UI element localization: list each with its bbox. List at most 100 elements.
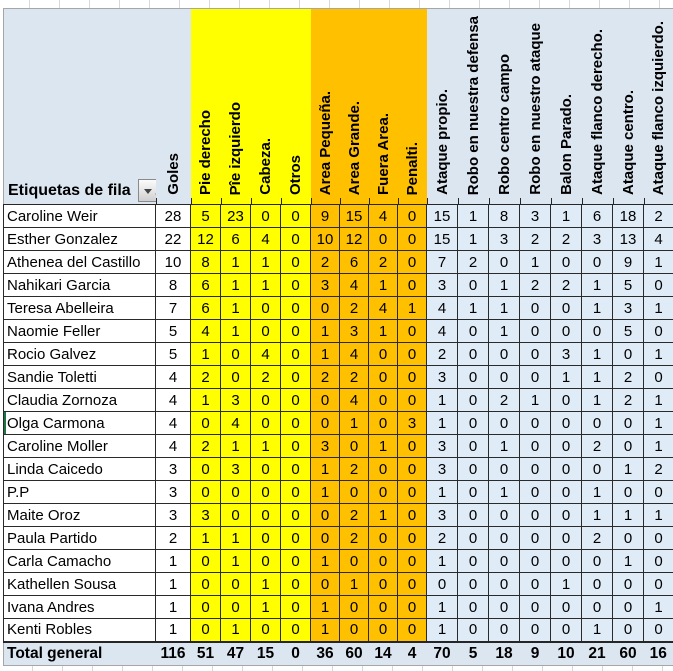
data-cell[interactable]: 1: [581, 480, 613, 504]
data-cell[interactable]: 0: [643, 549, 673, 573]
column-header-fuera-area[interactable]: Fuera Area.: [368, 8, 398, 205]
row-label[interactable]: Esther Gonzalez: [3, 227, 156, 251]
data-cell[interactable]: 2: [612, 388, 644, 412]
data-cell[interactable]: 3: [155, 457, 191, 481]
data-cell[interactable]: 0: [368, 388, 398, 412]
data-cell[interactable]: 0: [339, 480, 369, 504]
column-header-penalti[interactable]: Penalti.: [397, 8, 427, 205]
data-cell[interactable]: 1: [457, 204, 489, 228]
column-header-area-pequena[interactable]: Area Pequeña.: [310, 8, 340, 205]
data-cell[interactable]: 1: [643, 595, 673, 619]
data-cell[interactable]: 0: [280, 296, 311, 320]
data-cell[interactable]: 0: [550, 595, 582, 619]
data-cell[interactable]: 0: [612, 480, 644, 504]
data-cell[interactable]: 1: [220, 250, 251, 274]
data-cell[interactable]: 3: [310, 434, 340, 458]
column-header-pie-derecho[interactable]: Pie derecho: [190, 8, 221, 205]
row-label[interactable]: Caroline Weir: [3, 204, 156, 228]
total-cell[interactable]: 116: [155, 640, 191, 666]
column-header-goles[interactable]: Goles: [155, 8, 191, 205]
data-cell[interactable]: 2: [250, 365, 281, 389]
data-cell[interactable]: 15: [426, 227, 458, 251]
sort-filter-button[interactable]: ↓: [137, 179, 156, 202]
data-cell[interactable]: 0: [190, 411, 221, 435]
data-cell[interactable]: 0: [581, 549, 613, 573]
data-cell[interactable]: 1: [250, 595, 281, 619]
data-cell[interactable]: 0: [550, 250, 582, 274]
data-cell[interactable]: 0: [550, 457, 582, 481]
data-cell[interactable]: 4: [426, 319, 458, 343]
data-cell[interactable]: 2: [426, 342, 458, 366]
data-cell[interactable]: 0: [190, 457, 221, 481]
data-cell[interactable]: 15: [426, 204, 458, 228]
data-cell[interactable]: 0: [190, 618, 221, 642]
data-cell[interactable]: 2: [488, 388, 520, 412]
row-label[interactable]: Sandie Toletti: [3, 365, 156, 389]
data-cell[interactable]: 1: [426, 618, 458, 642]
data-cell[interactable]: 0: [581, 411, 613, 435]
data-cell[interactable]: 1: [310, 549, 340, 573]
data-cell[interactable]: 0: [457, 365, 489, 389]
data-cell[interactable]: 0: [550, 319, 582, 343]
data-cell[interactable]: 0: [339, 618, 369, 642]
data-cell[interactable]: 1: [310, 342, 340, 366]
data-cell[interactable]: 0: [368, 342, 398, 366]
data-cell[interactable]: 0: [488, 618, 520, 642]
data-cell[interactable]: 3: [426, 273, 458, 297]
total-cell[interactable]: 51: [190, 640, 221, 666]
data-cell[interactable]: 0: [457, 319, 489, 343]
data-cell[interactable]: 23: [220, 204, 251, 228]
data-cell[interactable]: 0: [250, 204, 281, 228]
data-cell[interactable]: 7: [155, 296, 191, 320]
data-cell[interactable]: 4: [220, 411, 251, 435]
data-cell[interactable]: 0: [550, 480, 582, 504]
row-label[interactable]: Olga Carmona: [3, 411, 156, 435]
data-cell[interactable]: 0: [280, 618, 311, 642]
data-cell[interactable]: 1: [457, 296, 489, 320]
data-cell[interactable]: 3: [550, 342, 582, 366]
data-cell[interactable]: 0: [397, 595, 427, 619]
data-cell[interactable]: 0: [280, 526, 311, 550]
data-cell[interactable]: 1: [250, 250, 281, 274]
data-cell[interactable]: 3: [612, 296, 644, 320]
data-cell[interactable]: 0: [457, 273, 489, 297]
data-cell[interactable]: 0: [368, 526, 398, 550]
data-cell[interactable]: 1: [155, 572, 191, 596]
data-cell[interactable]: 0: [250, 457, 281, 481]
data-cell[interactable]: 4: [339, 342, 369, 366]
data-cell[interactable]: 1: [190, 342, 221, 366]
column-header-ataque-flanco-derecho[interactable]: Ataque flanco derecho.: [581, 8, 613, 205]
data-cell[interactable]: 0: [519, 480, 551, 504]
data-cell[interactable]: 0: [280, 503, 311, 527]
data-cell[interactable]: 0: [457, 480, 489, 504]
total-cell[interactable]: 16: [643, 640, 673, 666]
data-cell[interactable]: 0: [519, 319, 551, 343]
total-cell[interactable]: 47: [220, 640, 251, 666]
data-cell[interactable]: 0: [457, 342, 489, 366]
data-cell[interactable]: 1: [581, 342, 613, 366]
data-cell[interactable]: 3: [426, 434, 458, 458]
data-cell[interactable]: 6: [581, 204, 613, 228]
data-cell[interactable]: 1: [310, 319, 340, 343]
data-cell[interactable]: 6: [339, 250, 369, 274]
data-cell[interactable]: 1: [612, 457, 644, 481]
data-cell[interactable]: 2: [190, 434, 221, 458]
data-cell[interactable]: 0: [488, 549, 520, 573]
data-cell[interactable]: 0: [612, 342, 644, 366]
data-cell[interactable]: 2: [310, 365, 340, 389]
data-cell[interactable]: 2: [310, 250, 340, 274]
data-cell[interactable]: 0: [519, 365, 551, 389]
data-cell[interactable]: 1: [488, 296, 520, 320]
data-cell[interactable]: 1: [250, 572, 281, 596]
row-label[interactable]: Caroline Moller: [3, 434, 156, 458]
data-cell[interactable]: 1: [368, 434, 398, 458]
data-cell[interactable]: 9: [612, 250, 644, 274]
data-cell[interactable]: 1: [339, 411, 369, 435]
column-header-ataque-centro[interactable]: Ataque centro.: [612, 8, 644, 205]
total-cell[interactable]: 36: [310, 640, 340, 666]
data-cell[interactable]: 0: [643, 572, 673, 596]
data-cell[interactable]: 1: [426, 480, 458, 504]
data-cell[interactable]: 1: [426, 388, 458, 412]
data-cell[interactable]: 0: [250, 296, 281, 320]
data-cell[interactable]: 12: [339, 227, 369, 251]
